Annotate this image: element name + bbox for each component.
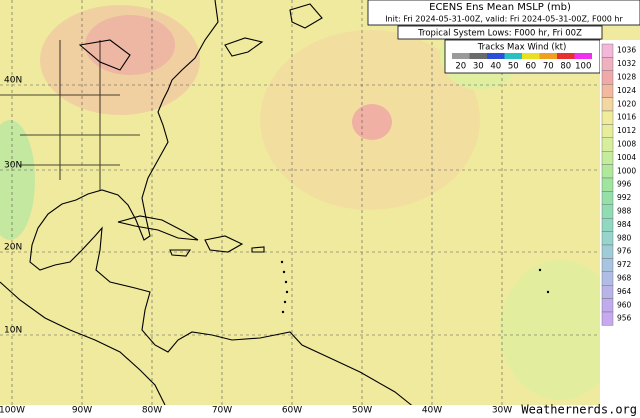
wind-label: 70 bbox=[543, 62, 554, 72]
pressure-label: 1004 bbox=[617, 153, 636, 162]
pressure-swatch bbox=[601, 217, 614, 232]
wind-swatch bbox=[469, 53, 487, 59]
pressure-swatch bbox=[601, 70, 614, 85]
pressure-swatch bbox=[601, 285, 614, 299]
pressure-label: 980 bbox=[617, 233, 632, 242]
subtitle: Init: Fri 2024-05-31-00Z, valid: Fri 202… bbox=[385, 15, 623, 24]
wind-swatch bbox=[522, 53, 540, 59]
pressure-label: 1036 bbox=[617, 46, 636, 55]
pressure-label: 1012 bbox=[617, 126, 636, 135]
wind-swatch bbox=[539, 53, 557, 59]
lon-label: 30W bbox=[492, 406, 512, 416]
pressure-label: 964 bbox=[617, 287, 632, 296]
wind-label: 100 bbox=[575, 62, 591, 72]
wind-swatch bbox=[574, 53, 592, 59]
lat-label: 30N bbox=[4, 161, 22, 171]
pressure-swatch bbox=[601, 110, 614, 125]
wind-legend-title: Tracks Max Wind (kt) bbox=[477, 43, 567, 53]
lat-label: 40N bbox=[4, 76, 22, 86]
lat-label: 10N bbox=[4, 326, 22, 336]
lon-label: 50W bbox=[352, 406, 372, 416]
wind-swatch bbox=[557, 53, 575, 59]
credit: Weathernerds.org bbox=[521, 403, 637, 417]
pressure-label: 1008 bbox=[617, 140, 636, 149]
wind-label: 30 bbox=[473, 62, 484, 72]
lon-label: 40W bbox=[422, 406, 442, 416]
pressure-label: 972 bbox=[617, 260, 632, 269]
lon-label: 90W bbox=[72, 406, 92, 416]
wind-label: 80 bbox=[560, 62, 571, 72]
lows-label: Tropical System Lows: F000 hr, Fri 00Z bbox=[417, 29, 582, 39]
header-box bbox=[367, 0, 640, 26]
title: ECENS Ens Mean MSLP (mb) bbox=[429, 2, 571, 13]
pressure-swatch bbox=[601, 231, 614, 246]
wind-label: 50 bbox=[508, 62, 519, 72]
pressure-label: 996 bbox=[617, 180, 632, 189]
graticule bbox=[0, 0, 600, 405]
pressure-label: 1032 bbox=[617, 59, 636, 68]
pressure-label: 984 bbox=[617, 220, 632, 229]
coastlines bbox=[0, 0, 421, 413]
pressure-label: 1016 bbox=[617, 113, 636, 122]
lat-label: 20N bbox=[4, 243, 22, 253]
pressure-label: 1000 bbox=[617, 166, 636, 175]
pressure-swatch bbox=[601, 244, 614, 259]
pressure-swatch bbox=[601, 57, 614, 72]
wind-swatch bbox=[487, 53, 505, 59]
pressure-swatch bbox=[601, 124, 614, 139]
wind-swatch bbox=[452, 53, 470, 59]
pressure-label: 1024 bbox=[617, 86, 636, 95]
wind-swatch bbox=[504, 53, 522, 59]
pressure-swatch bbox=[601, 43, 614, 58]
pressure-swatch bbox=[601, 271, 614, 286]
pressure-swatch bbox=[601, 204, 614, 219]
pressure-swatch bbox=[601, 150, 614, 165]
lon-label: 100W bbox=[0, 406, 25, 416]
pressure-label: 960 bbox=[617, 300, 632, 309]
pressure-swatch bbox=[601, 191, 614, 205]
pressure-swatch bbox=[601, 298, 614, 313]
lon-label: 60W bbox=[282, 406, 302, 416]
wind-label: 40 bbox=[490, 62, 501, 72]
pressure-label: 992 bbox=[617, 193, 632, 202]
pressure-label: 1020 bbox=[617, 99, 636, 108]
lon-label: 80W bbox=[142, 406, 162, 416]
pressure-swatch bbox=[601, 83, 614, 98]
pressure-swatch bbox=[601, 137, 614, 152]
pressure-swatch bbox=[601, 311, 614, 326]
pressure-swatch bbox=[601, 177, 614, 192]
pressure-label: 956 bbox=[617, 314, 632, 323]
pressure-label: 988 bbox=[617, 207, 632, 216]
pressure-swatch bbox=[601, 164, 614, 179]
pressure-swatch bbox=[601, 97, 614, 112]
lon-label: 70W bbox=[212, 406, 232, 416]
pressure-swatch bbox=[601, 258, 614, 272]
antilles bbox=[280, 260, 550, 314]
lows-box bbox=[397, 25, 603, 40]
bottom-strip bbox=[0, 405, 640, 418]
pressure-label: 968 bbox=[617, 274, 632, 283]
wind-label: 20 bbox=[455, 62, 466, 72]
pressure-label: 976 bbox=[617, 247, 632, 256]
pressure-label: 1028 bbox=[617, 73, 636, 82]
wind-label: 60 bbox=[525, 62, 536, 72]
